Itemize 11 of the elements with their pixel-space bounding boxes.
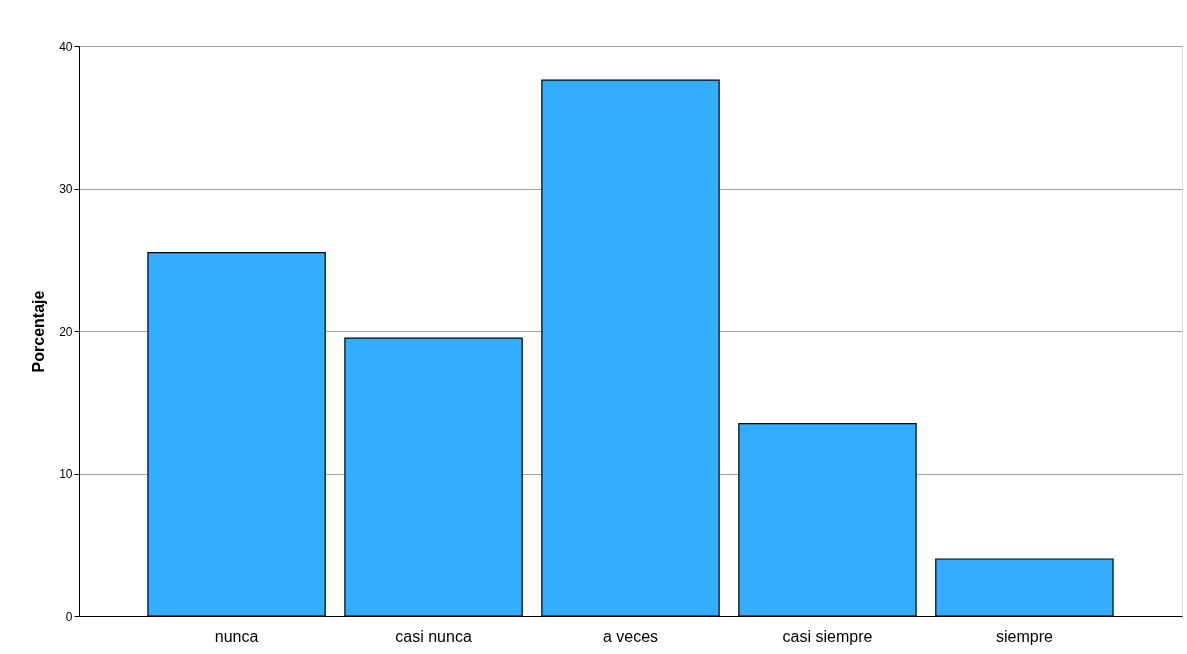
x-tick-label: nunca: [214, 627, 259, 645]
y-tick-label: 10: [59, 467, 73, 481]
x-tick-label: a veces: [602, 627, 659, 645]
x-tick-label: casi nunca: [395, 627, 472, 645]
y-tick-label: 40: [59, 39, 73, 54]
x-tick-label: casi siempre: [782, 627, 873, 645]
x-tick-label: siempre: [995, 627, 1053, 645]
y-axis-title: Porcentaje: [30, 290, 48, 373]
y-tick-label: 20: [59, 324, 73, 339]
y-tick-label: 0: [65, 609, 73, 624]
y-tick-label: 30: [59, 182, 73, 196]
